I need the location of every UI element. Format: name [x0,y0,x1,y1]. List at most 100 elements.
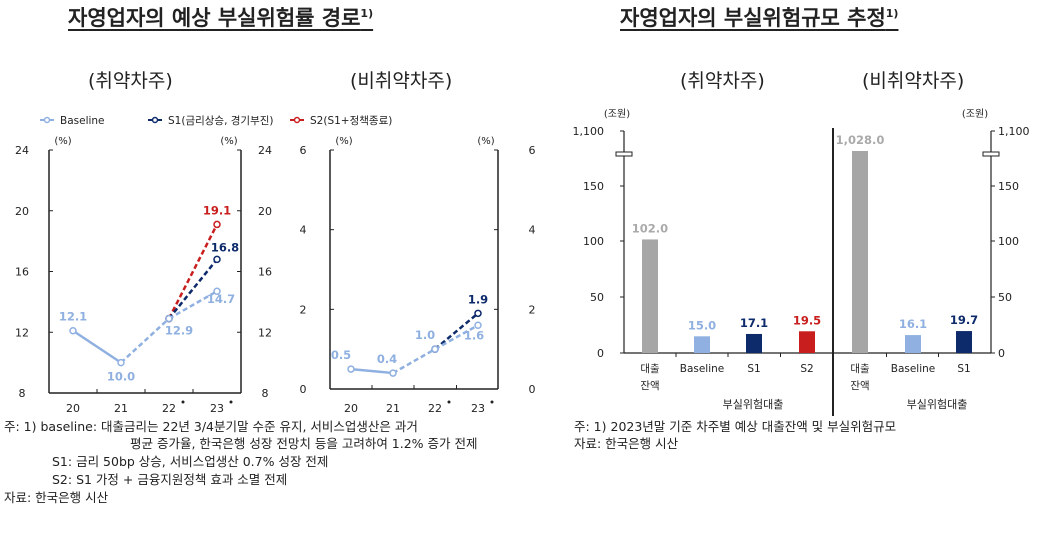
series-line-0 [120,317,170,364]
bar-value-label: 15.0 [688,318,716,332]
y-tick-label-left: 150 [583,180,604,193]
left-title-text: 자영업자의 예상 부실위험률 경로 [68,6,361,30]
x-tick-label: 20 [344,402,358,415]
y-tick-label-right: 24 [258,144,272,157]
axis-break-icon [982,151,1000,157]
y-tick-label-left: 20 [15,205,29,218]
series-line-1 [168,258,218,320]
data-point-0 [69,326,77,335]
x-tick-label: 20 [66,402,80,415]
unit-label-left: (조원) [604,108,630,120]
x-tick-asterisk [181,400,185,404]
y-tick-label-right: 0 [998,347,1005,360]
legend-label-2: S2(S1+정책종료) [310,115,392,127]
y-tick-label-left: 6 [300,144,307,157]
data-point-0 [431,345,439,353]
x-tick-label: 23 [471,402,485,415]
y-tick-label-right: 12 [258,326,272,339]
bar-value-label: 1,028.0 [836,133,885,147]
data-point-0 [213,287,221,295]
y-tick-label-right: 1,100 [998,125,1030,138]
y-tick-label-right: 16 [258,266,272,279]
series-line-0 [72,329,122,364]
y-tick-label-left: 100 [583,235,604,248]
y-tick-label-right: 20 [258,205,272,218]
y-tick-label-left: 4 [300,224,307,237]
legend-marker-1 [151,116,159,124]
bar-value-label: 19.7 [950,313,978,327]
group-label: 부실위험대출 [907,398,968,411]
data-label-s1: 1.9 [468,292,488,306]
y-tick-label-left: 24 [15,144,29,157]
y-tick-label-right: 4 [529,224,536,237]
bar [799,331,815,353]
y-tick-label-right: 8 [262,387,269,400]
bar [852,151,868,353]
data-label-baseline: 1.0 [415,328,435,342]
left-title-footnote-mark: 1) [360,7,374,20]
y-tick-label-left: 16 [15,266,29,279]
x-tick-label: 22 [428,402,442,415]
series-line-1 [434,312,479,351]
series-line-0 [434,324,479,351]
category-label: Baseline [891,363,936,375]
data-label-s2: 19.1 [203,203,231,217]
y-tick-label-left: 0 [300,383,307,396]
x-tick-label: 21 [114,402,128,415]
category-label: S2 [800,363,813,375]
data-label-baseline: 12.1 [59,310,87,324]
category-label: S1 [957,363,970,375]
right-title: 자영업자의 부실위험규모 추정1) [620,2,898,32]
left-sub-vulnerable: (취약차주) [88,70,173,92]
bar-value-label: 102.0 [632,221,668,235]
bar [694,336,710,353]
bar-value-label: 19.5 [793,313,821,327]
bar [746,333,762,353]
bar-value-label: 16.1 [899,317,927,331]
data-label-baseline: 10.0 [107,370,135,384]
y-tick-label-right: 2 [529,303,536,316]
y-tick-label-right: 50 [998,291,1012,304]
left-note-3: S1: 금리 50bp 상승, 서비스업생산 0.7% 성장 전제 [52,454,329,469]
unit-label-right: (조원) [962,108,988,120]
x-tick-asterisk [229,400,233,404]
data-label-s1: 16.8 [211,240,239,254]
group-label: 부실위험대출 [723,398,784,411]
data-point-0 [389,369,397,377]
bar-value-label: 17.1 [740,316,768,330]
data-point-1 [474,309,482,318]
data-label-baseline: 0.4 [377,352,397,366]
y-tick-label-right: 0 [529,383,536,396]
data-label-baseline: 12.9 [165,324,193,338]
bar [956,331,972,353]
right-sub-vulnerable: (취약차주) [680,70,765,92]
x-tick-label: 22 [162,402,176,415]
category-label: 대출 [640,363,660,375]
y-tick-label-left: 8 [19,387,26,400]
left-note-1: 주: 1) baseline: 대출금리는 22년 3/4분기말 수준 유지, … [4,419,418,434]
y-tick-label-left: 0 [597,347,604,360]
left-note-4: S2: S1 가정 + 금융지원정책 효과 소멸 전제 [52,472,288,487]
data-point-2 [213,220,221,229]
data-point-0 [117,358,125,367]
data-point-0 [347,365,355,373]
x-tick-asterisk [447,400,451,404]
unit-label-right: (%) [220,136,237,147]
data-label-baseline: 14.7 [207,292,235,306]
y-tick-label-left: 12 [15,326,29,339]
legend-label-1: S1(금리상승, 경기부진) [168,114,274,127]
axis-break-icon [615,151,633,157]
right-sub-nonvulnerable: (비취약차주) [862,70,965,92]
category-label: 잔액 [640,380,659,392]
category-label: Baseline [680,363,725,375]
left-title: 자영업자의 예상 부실위험률 경로1) [68,2,373,32]
left-note-2: 평균 증가율, 한국은행 성장 전망치 등을 고려하여 1.2% 증가 전제 [130,436,478,451]
right-title-footnote-mark: 1) [885,7,899,20]
data-label-baseline: 0.5 [331,348,351,362]
series-line-0 [350,367,394,375]
unit-label-left: (%) [54,136,71,147]
bar [642,239,658,353]
data-point-0 [474,321,482,330]
legend-marker-0 [43,116,51,124]
category-label: S1 [747,363,760,375]
